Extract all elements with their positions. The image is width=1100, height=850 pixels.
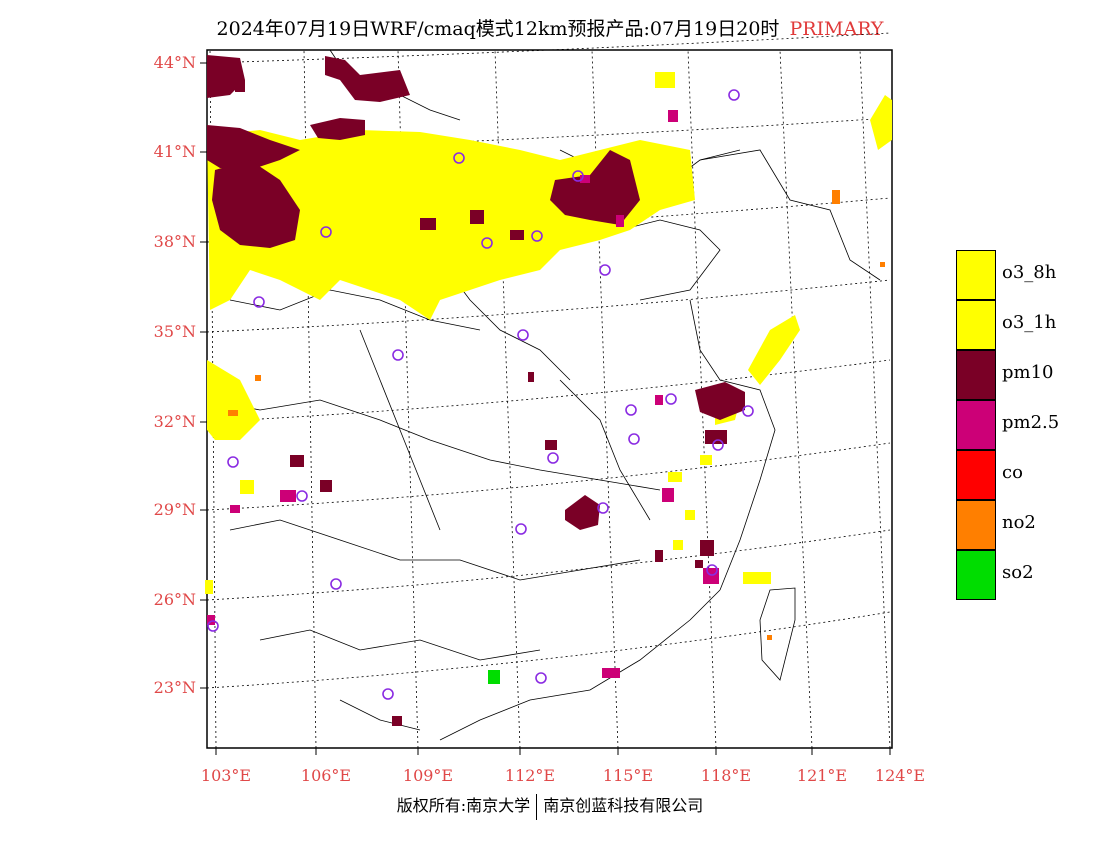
- legend-label-co: co: [1002, 462, 1023, 483]
- copyright-line: 版权所有:南京大学 南京创蓝科技有限公司: [0, 792, 1100, 820]
- lon-label-121: 121°E: [796, 766, 848, 785]
- legend-swatch-o3-1h: [956, 300, 996, 350]
- lat-label-44: 44°N: [153, 53, 196, 72]
- lat-label-29: 29°N: [153, 500, 196, 519]
- lat-label-32: 32°N: [153, 412, 196, 431]
- axis-ticks: [200, 62, 891, 755]
- legend-swatch-co: [956, 450, 996, 500]
- title-tag: PRIMARY: [789, 18, 884, 40]
- legend-label-o3-8h: o3_8h: [1002, 262, 1057, 283]
- legend-swatch-o3-8h: [956, 250, 996, 300]
- lon-label-112: 112°E: [504, 766, 556, 785]
- lat-label-26: 26°N: [153, 590, 196, 609]
- legend-label-pm25: pm2.5: [1002, 412, 1060, 433]
- map-title: 2024年07月19日WRF/cmaq模式12km预报产品:07月19日20时 P…: [0, 14, 1100, 41]
- lon-label-109: 109°E: [402, 766, 454, 785]
- latitude-gridlines: [206, 32, 891, 689]
- lat-label-38: 38°N: [153, 232, 196, 251]
- lon-label-103: 103°E: [200, 766, 252, 785]
- copyright-owner: 版权所有:南京大学: [396, 796, 531, 815]
- city-markers: [207, 89, 754, 700]
- pm25-coverage: [207, 110, 719, 678]
- legend-swatch-so2: [956, 550, 996, 600]
- lon-label-118: 118°E: [700, 766, 752, 785]
- lat-label-35: 35°N: [153, 322, 196, 341]
- lon-label-124: 124°E: [874, 766, 926, 785]
- legend-swatch-no2: [956, 500, 996, 550]
- legend-swatch-pm25: [956, 400, 996, 450]
- lon-label-115: 115°E: [602, 766, 654, 785]
- legend-swatch-pm10: [956, 350, 996, 400]
- no2-coverage: [228, 190, 885, 640]
- title-text: 2024年07月19日WRF/cmaq模式12km预报产品:07月19日20时: [216, 18, 780, 40]
- lat-label-41: 41°N: [153, 142, 196, 161]
- lat-label-23: 23°N: [153, 678, 196, 697]
- legend-label-o3-1h: o3_1h: [1002, 312, 1057, 333]
- legend-label-no2: no2: [1002, 512, 1036, 533]
- so2-coverage: [488, 670, 500, 684]
- credit-separator: [536, 793, 538, 820]
- legend-label-so2: so2: [1002, 562, 1034, 583]
- pm10-coverage: [207, 55, 745, 726]
- legend-label-pm10: pm10: [1002, 362, 1054, 383]
- copyright-company: 南京创蓝科技有限公司: [543, 796, 704, 815]
- lon-label-106: 106°E: [300, 766, 352, 785]
